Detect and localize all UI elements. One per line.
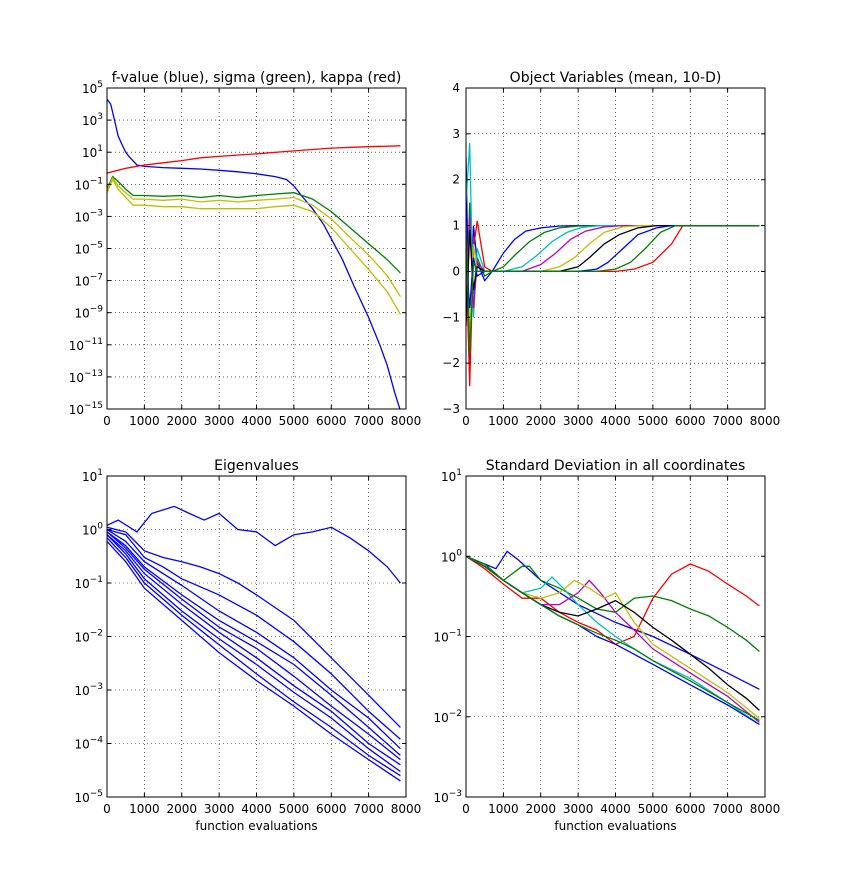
x-tick-label: 3000 bbox=[204, 414, 235, 428]
series-line-8 bbox=[466, 555, 760, 721]
x-tick-label: 4000 bbox=[241, 414, 272, 428]
x-tick-label: 0 bbox=[462, 802, 470, 816]
series-line-3 bbox=[107, 528, 401, 750]
y-tick-label: −2 bbox=[442, 356, 460, 370]
x-tick-label: 5000 bbox=[638, 414, 669, 428]
series-line-1 bbox=[466, 555, 760, 652]
series-line-8 bbox=[107, 537, 401, 777]
x-tick-label: 0 bbox=[103, 414, 111, 428]
y-tick-label: 10−1 bbox=[74, 176, 103, 192]
x-tick-label: 4000 bbox=[600, 802, 631, 816]
x-tick-label: 0 bbox=[103, 802, 111, 816]
x-tick-label: 8000 bbox=[391, 414, 422, 428]
x-tick-label: 6000 bbox=[316, 414, 347, 428]
y-tick-label: 100 bbox=[441, 548, 462, 564]
series-line-4 bbox=[107, 531, 401, 756]
series-line-8 bbox=[466, 224, 760, 355]
series-line-1 bbox=[107, 145, 401, 174]
x-tick-label: 6000 bbox=[675, 802, 706, 816]
y-tick-label: 10−4 bbox=[74, 736, 103, 752]
subplot-fvalue: 0 1000 2000 3000 4000 5000 6000 7000 8000 105 103 1… bbox=[69, 70, 422, 428]
x-tick-label: 7000 bbox=[353, 414, 384, 428]
x-tick-label: 2000 bbox=[525, 414, 556, 428]
subplot-stddev: 0 1000 2000 3000 4000 5000 6000 7000 8000 101 100 1… bbox=[433, 458, 780, 833]
x-tick-label: 2000 bbox=[166, 414, 197, 428]
x-tick-label: 3000 bbox=[563, 414, 594, 428]
subplot-objvars: 0 1000 2000 3000 4000 5000 6000 7000 8000 −3 −2 −1 0… bbox=[442, 70, 780, 428]
x-tick-label: 8000 bbox=[750, 414, 781, 428]
y-tick-label: 10−1 bbox=[433, 629, 462, 645]
y-tick-label: 10−13 bbox=[69, 369, 103, 385]
subplot-title: Standard Deviation in all coordinates bbox=[486, 458, 746, 474]
y-tick-label: −1 bbox=[442, 310, 460, 324]
series-line-2 bbox=[107, 528, 401, 740]
x-tick-label: 3000 bbox=[204, 802, 235, 816]
series-line-9 bbox=[107, 540, 401, 782]
y-tick-label: 10−3 bbox=[74, 682, 103, 698]
y-tick-label: 10−5 bbox=[74, 789, 103, 805]
series-line-3 bbox=[107, 176, 401, 297]
subplot-eigen: 0 1000 2000 3000 4000 5000 6000 7000 8000 101 100 1… bbox=[74, 458, 421, 833]
x-axis-label: function evaluations bbox=[554, 819, 676, 833]
x-tick-label: 8000 bbox=[750, 802, 781, 816]
y-tick-label: 10−3 bbox=[74, 208, 103, 224]
x-tick-label: 1000 bbox=[129, 414, 160, 428]
y-tick-label: 10−7 bbox=[74, 273, 103, 289]
x-tick-label: 4000 bbox=[241, 802, 272, 816]
y-tick-label: 10−2 bbox=[74, 629, 103, 645]
subplot-title: Object Variables (mean, 10-D) bbox=[510, 70, 722, 86]
series-line-0 bbox=[107, 98, 401, 409]
series-line-4 bbox=[107, 178, 401, 315]
x-tick-label: 7000 bbox=[712, 802, 743, 816]
x-tick-label: 6000 bbox=[675, 414, 706, 428]
y-tick-label: 10−2 bbox=[433, 709, 462, 725]
y-tick-label: 10−11 bbox=[69, 337, 103, 353]
y-tick-label: 3 bbox=[452, 127, 460, 141]
y-tick-label: 105 bbox=[82, 80, 103, 96]
y-tick-label: 100 bbox=[82, 522, 103, 538]
x-tick-label: 1000 bbox=[488, 414, 519, 428]
x-tick-label: 0 bbox=[462, 414, 470, 428]
y-tick-label: 0 bbox=[452, 264, 460, 278]
x-tick-label: 5000 bbox=[279, 414, 310, 428]
x-tick-label: 1000 bbox=[488, 802, 519, 816]
y-tick-label: 101 bbox=[441, 468, 462, 484]
y-tick-label: 101 bbox=[82, 468, 103, 484]
x-axis-label: function evaluations bbox=[195, 819, 317, 833]
x-tick-label: 2000 bbox=[166, 802, 197, 816]
series-line-6 bbox=[107, 534, 401, 766]
series-line-0 bbox=[107, 505, 401, 584]
subplot-title: Eigenvalues bbox=[214, 458, 299, 474]
y-tick-label: 10−9 bbox=[74, 305, 103, 321]
y-tick-label: 4 bbox=[452, 81, 460, 95]
series-line-2 bbox=[107, 175, 401, 274]
x-tick-label: 7000 bbox=[712, 414, 743, 428]
series-line-7 bbox=[107, 534, 401, 773]
x-tick-label: 2000 bbox=[525, 802, 556, 816]
x-tick-label: 5000 bbox=[638, 802, 669, 816]
x-tick-label: 4000 bbox=[600, 414, 631, 428]
subplot-title: f-value (blue), sigma (green), kappa (re… bbox=[112, 70, 402, 86]
y-tick-label: 10−1 bbox=[74, 575, 103, 591]
y-tick-label: 1 bbox=[452, 219, 460, 233]
x-tick-label: 3000 bbox=[563, 802, 594, 816]
y-tick-label: −3 bbox=[442, 402, 460, 416]
y-tick-label: 10−15 bbox=[69, 401, 103, 417]
y-tick-label: 2 bbox=[452, 173, 460, 187]
y-tick-label: 10−5 bbox=[74, 241, 103, 257]
x-tick-label: 6000 bbox=[316, 802, 347, 816]
series-line-5 bbox=[107, 531, 401, 761]
x-tick-label: 7000 bbox=[353, 802, 384, 816]
x-tick-label: 1000 bbox=[129, 802, 160, 816]
y-tick-label: 101 bbox=[82, 144, 103, 160]
y-tick-label: 10−3 bbox=[433, 789, 462, 805]
series-line-1 bbox=[107, 526, 401, 728]
x-tick-label: 5000 bbox=[279, 802, 310, 816]
x-tick-label: 8000 bbox=[391, 802, 422, 816]
series-line-0 bbox=[466, 156, 760, 364]
y-tick-label: 103 bbox=[82, 112, 103, 128]
